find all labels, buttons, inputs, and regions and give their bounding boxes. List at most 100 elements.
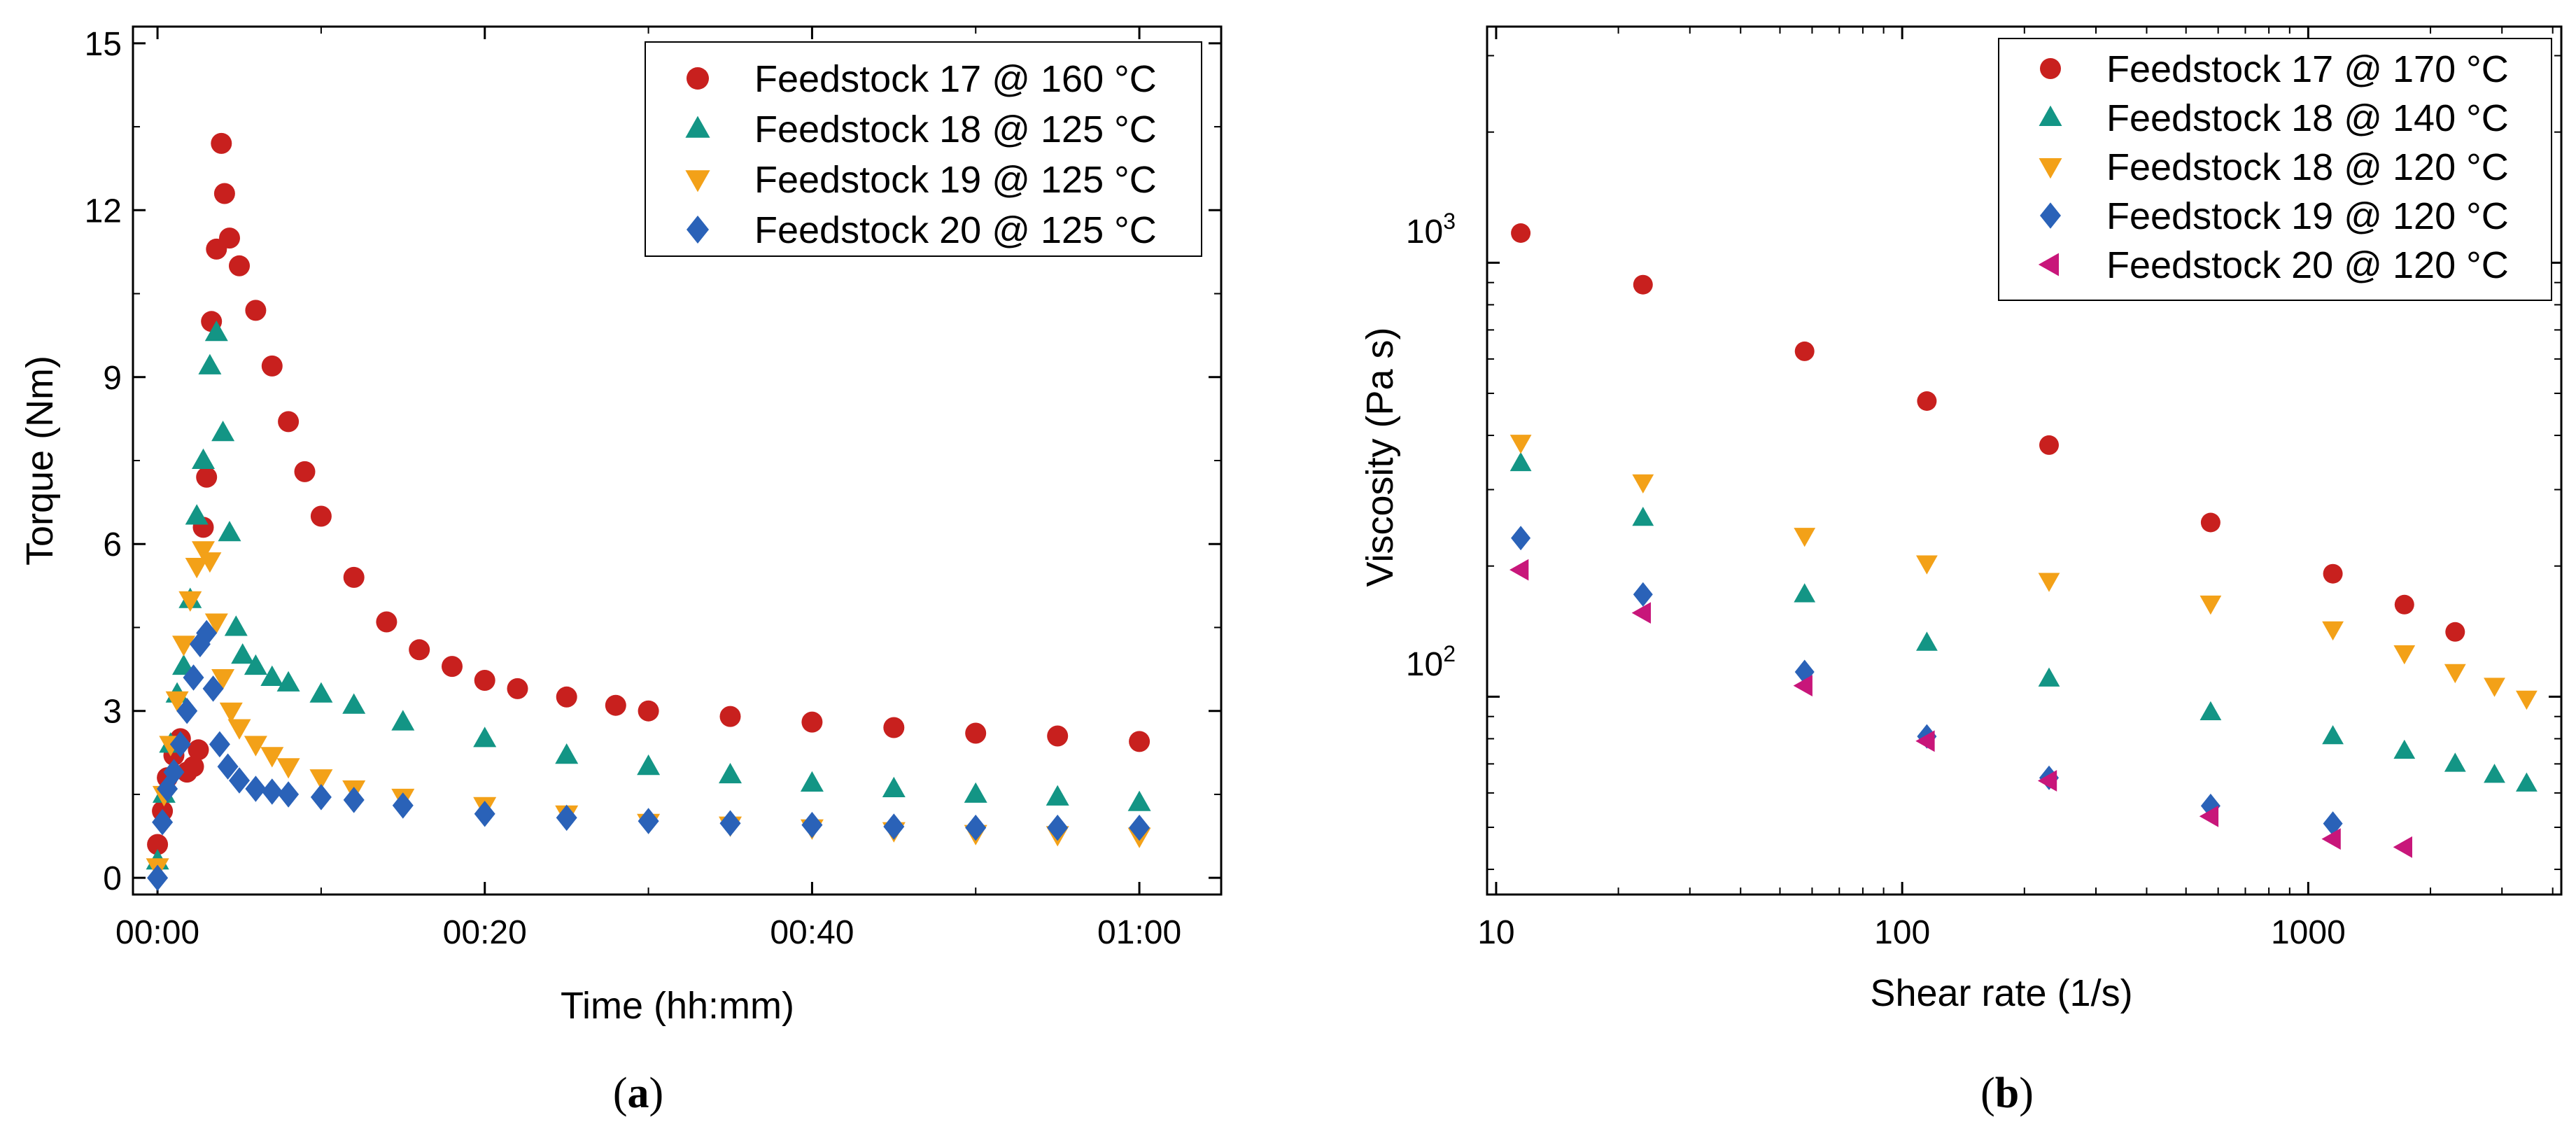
data-point [192,448,215,469]
torque-y-tick-labels: 0 3 6 9 12 15 [85,26,122,897]
data-point [176,697,198,724]
data-point [2323,811,2343,836]
data-point [637,754,661,776]
data-point [157,776,178,802]
data-point [1632,474,1654,493]
data-point [204,613,228,634]
data-point [638,700,659,722]
data-point [2393,836,2412,858]
data-point [2199,805,2219,827]
data-point [261,778,283,805]
data-point [2200,512,2220,533]
legend-entry-feedstock-19-120c: Feedstock 19 @ 120 °C [2106,195,2509,237]
data-point [2038,573,2060,592]
data-point [719,706,741,727]
data-point [309,769,333,790]
series-feedstock-20-125-c [147,619,1150,891]
data-point [1632,507,1654,526]
data-point [209,731,230,758]
data-point [2200,701,2222,720]
legend-marker-feedstock-18-125-c [685,115,710,138]
data-point [1633,582,1653,607]
data-point [278,411,300,433]
data-point [882,776,906,797]
data-point [1129,731,1150,752]
legend-entry-feedstock-17: Feedstock 17 @ 160 °C [754,58,1157,100]
torque-y-axis-label: Torque (Nm) [19,356,61,566]
data-point [2039,435,2059,455]
data-point [1793,675,1813,696]
torque-plot-frame [132,25,1223,896]
data-point [638,808,659,834]
data-point [294,461,316,482]
data-point [2393,739,2416,759]
data-point [473,727,497,748]
data-point [474,670,495,691]
panel-label-a-letter: a [628,1070,649,1117]
series-feedstock-18-125-c [146,320,1151,870]
data-point [1794,341,1815,361]
data-point [1633,274,1653,295]
data-point [1631,602,1651,624]
data-point [1047,725,1069,747]
data-point [1127,790,1151,811]
data-point [276,758,300,779]
data-point [178,591,202,612]
data-point [188,739,209,761]
data-point [147,834,169,855]
data-point [2393,645,2416,665]
torque-y-tick-label: 6 [103,526,122,563]
data-point [965,722,987,744]
torque-legend-box [645,41,1202,257]
data-point [964,782,987,803]
data-point [1046,785,1069,806]
data-point [224,615,248,636]
viscosity-y-tick-base: 10 [1406,646,1443,683]
data-point [2394,594,2414,615]
data-point [185,504,209,525]
legend-entry-feedstock-18-120c: Feedstock 18 @ 120 °C [2106,146,2509,188]
data-point [198,552,222,573]
legend-marker-feedstock-17-160-c [687,67,709,90]
data-point [229,255,250,276]
data-point [231,643,255,664]
data-point [211,669,235,690]
legend-marker-feedstock-18-140-c [2039,105,2062,126]
viscosity-chart-ticks [1487,27,2561,895]
data-point [196,619,218,647]
series-feedstock-18-120-c [1509,435,2538,710]
viscosity-x-tick-label: 1000 [2271,914,2346,951]
data-point [229,767,250,794]
data-point [211,132,232,154]
data-point [555,743,579,764]
data-point [2322,621,2344,641]
torque-x-tick-labels: 00:00 00:20 00:40 01:00 [115,914,1181,951]
data-point [183,664,204,691]
viscosity-y-axis-label: Viscosity (Pa s) [1359,327,1401,587]
legend-entry-feedstock-18-140c: Feedstock 18 @ 140 °C [2106,97,2509,139]
torque-y-tick-label: 9 [103,360,122,397]
legend-marker-feedstock-20-120-c [2038,253,2059,276]
data-point [343,787,365,813]
viscosity-plot-frame [1486,25,2563,896]
legend-marker-feedstock-20-125-c [687,216,709,244]
data-point [2516,690,2538,710]
data-point [1794,528,1816,547]
data-point [219,702,243,723]
data-point [605,694,626,716]
data-point [172,636,195,657]
data-point [2484,764,2505,783]
legend-entry-feedstock-17-170c: Feedstock 17 @ 170 °C [2106,48,2509,90]
data-point [343,566,365,588]
viscosity-legend-markers [2038,58,2062,276]
data-point [163,759,185,785]
viscosity-y-tick-labels: 102 103 [1406,209,1456,683]
torque-chart-data-points [146,132,1151,891]
data-point [556,804,577,832]
data-point [883,717,905,738]
legend-marker-feedstock-18-120-c [2039,158,2062,179]
data-point [883,813,905,840]
torque-legend: Feedstock 17 @ 160 °C Feedstock 18 @ 125… [645,41,1202,257]
data-point [260,747,284,768]
